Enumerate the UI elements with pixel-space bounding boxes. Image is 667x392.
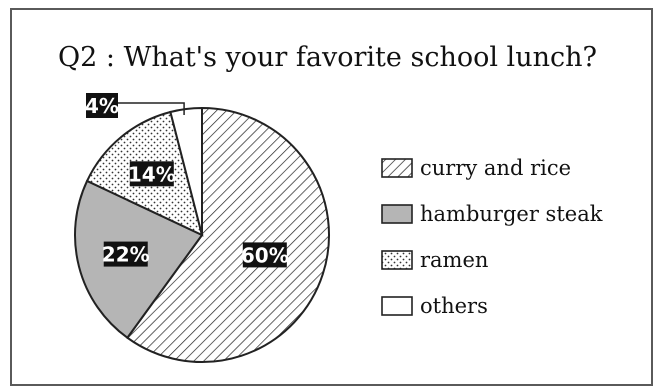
legend-item-ramen: ramen: [381, 248, 488, 272]
legend-item-curry-and-rice: curry and rice: [381, 156, 571, 180]
data-label-curry-and-rice: 60%: [241, 242, 289, 268]
leader-line-others: [118, 102, 185, 116]
legend-swatch: [381, 250, 413, 270]
slice-labels: 60% 22% 14% 4%: [85, 93, 289, 268]
legend-item-hamburger-steak: hamburger steak: [381, 202, 603, 226]
pie-slices: [74, 106, 330, 363]
legend: curry and rice hamburger steak ramen others: [381, 156, 603, 318]
chart-title: Q2 : What's your favorite school lunch?: [58, 42, 597, 73]
legend-item-others: others: [381, 294, 488, 318]
svg-text:22%: 22%: [102, 243, 150, 267]
legend-swatch: [381, 204, 413, 224]
data-label-others: 4%: [85, 93, 119, 118]
legend-label: curry and rice: [420, 156, 571, 180]
slice-others: [169, 106, 203, 236]
legend-swatch: [381, 296, 413, 316]
legend-label: ramen: [420, 248, 488, 272]
legend-swatch: [381, 158, 413, 178]
data-label-hamburger-steak: 22%: [102, 241, 150, 267]
slice-curry-and-rice: [125, 106, 330, 363]
legend-label: hamburger steak: [420, 202, 603, 226]
svg-text:14%: 14%: [128, 162, 176, 186]
legend-label: others: [420, 294, 488, 318]
data-label-ramen: 14%: [128, 161, 176, 187]
svg-text:60%: 60%: [241, 243, 289, 267]
svg-text:4%: 4%: [85, 94, 119, 118]
